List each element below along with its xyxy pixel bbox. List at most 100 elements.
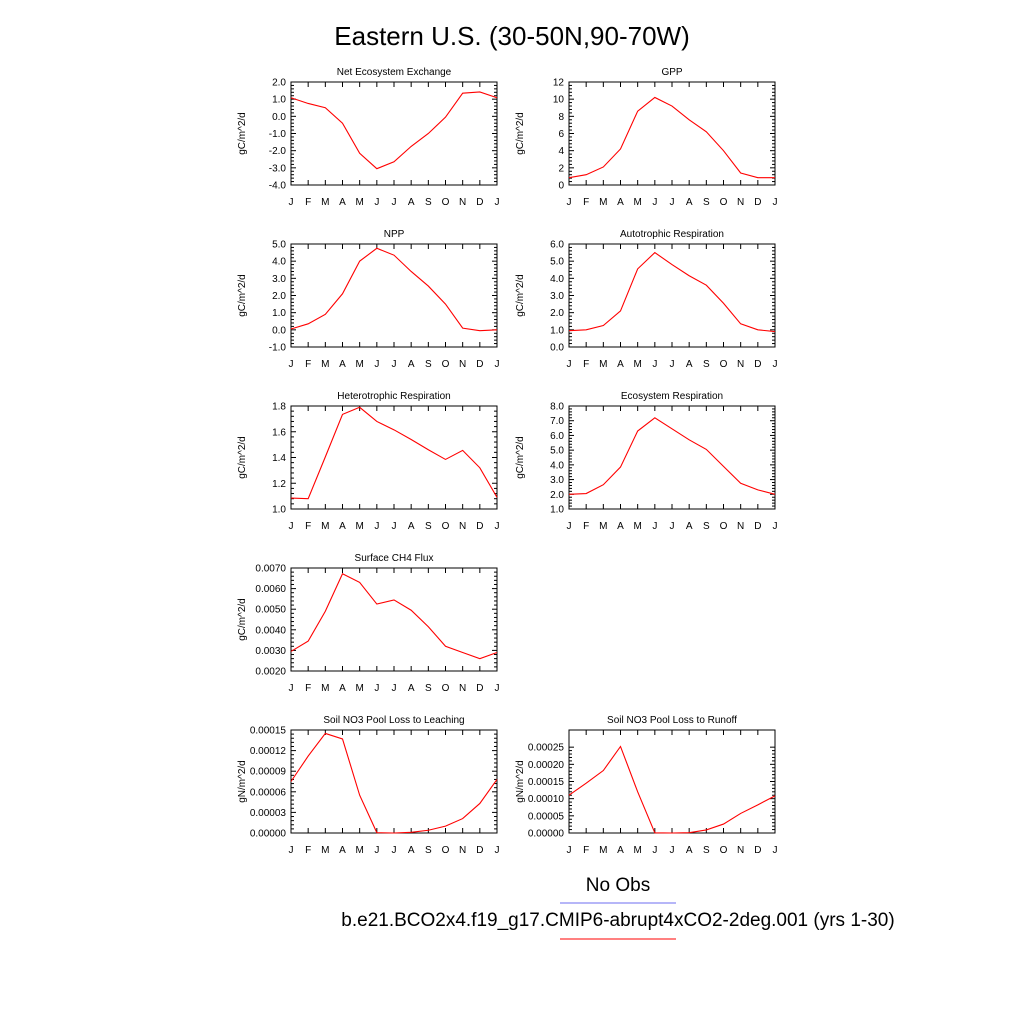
y-tick-label: 0.0: [272, 325, 286, 336]
series-line: [290, 732, 498, 834]
plot-frame: [568, 729, 776, 834]
y-tick-label: 0.00010: [528, 794, 565, 805]
y-tick-label: 1.2: [272, 479, 286, 490]
x-tick-label: J: [670, 359, 675, 370]
x-tick-label: N: [459, 845, 466, 856]
x-tick-label: O: [442, 683, 450, 694]
x-tick-label: F: [305, 197, 311, 208]
y-tick-label: 1.0: [550, 325, 564, 336]
y-tick-label: 4: [558, 146, 564, 157]
y-axis-label: gC/m^2/d: [237, 598, 248, 641]
x-tick-label: J: [567, 359, 572, 370]
x-tick-label: J: [495, 683, 500, 694]
y-tick-label: 0.00015: [528, 777, 565, 788]
series-line: [290, 573, 498, 660]
x-tick-label: A: [408, 683, 415, 694]
chart-panel: Surface CH4 Flux gC/m^2/d 0.0070 0.0060 0.00…: [237, 553, 500, 694]
panel-title: Heterotrophic Respiration: [337, 391, 450, 402]
series-line: [568, 745, 776, 834]
y-tick-label: 6.0: [550, 431, 564, 442]
x-tick-label: S: [703, 845, 710, 856]
x-tick-label: N: [459, 521, 466, 532]
x-tick-label: J: [652, 359, 657, 370]
x-tick-label: J: [289, 845, 294, 856]
y-tick-label: 0.00003: [250, 808, 287, 819]
panel-title: Soil NO3 Pool Loss to Runoff: [607, 715, 737, 726]
x-tick-label: S: [703, 521, 710, 532]
y-tick-label: 0.0040: [255, 625, 286, 636]
y-tick-label: 4.0: [550, 274, 564, 285]
y-axis-label: gC/m^2/d: [237, 112, 248, 155]
panel-title: NPP: [384, 229, 405, 240]
series-line: [568, 251, 776, 333]
x-tick-label: J: [374, 845, 379, 856]
y-tick-label: 0.00015: [250, 726, 287, 737]
x-tick-label: M: [633, 197, 641, 208]
y-tick-label: 0.0050: [255, 605, 286, 616]
x-tick-label: D: [476, 521, 483, 532]
x-tick-label: F: [583, 845, 589, 856]
y-tick-label: 4.0: [272, 257, 286, 268]
x-tick-label: D: [754, 845, 761, 856]
chart-panel: Heterotrophic Respiration gC/m^2/d 1.8 1.6 1…: [237, 391, 500, 532]
x-tick-label: D: [754, 197, 761, 208]
chart-panel: Soil NO3 Pool Loss to LeachinggN/m^2/d0.…: [237, 715, 500, 856]
x-tick-label: J: [495, 845, 500, 856]
x-tick-label: D: [476, 845, 483, 856]
panel-title: Autotrophic Respiration: [620, 229, 724, 240]
y-tick-label: 1.0: [272, 308, 286, 319]
x-tick-label: M: [355, 845, 363, 856]
x-tick-label: O: [720, 521, 728, 532]
x-tick-label: J: [652, 197, 657, 208]
x-tick-label: F: [305, 521, 311, 532]
y-axis-label: gC/m^2/d: [515, 112, 526, 155]
y-tick-label: -4.0: [269, 181, 287, 192]
y-tick-label: 0.0030: [255, 646, 286, 657]
x-tick-label: S: [425, 197, 432, 208]
x-tick-label: O: [720, 845, 728, 856]
plot-frame: [290, 567, 498, 672]
chart-panel: Ecosystem Respiration gC/m^2/d 8.0 7.0 6.0 5.…: [515, 391, 778, 532]
y-tick-label: 0.0: [272, 112, 286, 123]
legend-model-label: b.e21.BCO2x4.f19_g17.CMIP6-abrupt4xCO2-2…: [341, 910, 894, 931]
plot-frame: [290, 405, 498, 510]
x-tick-label: A: [686, 845, 693, 856]
panels: Net Ecosystem Exchange gC/m^2/d 2.0 1.0 0.0 -…: [237, 67, 778, 856]
x-tick-label: J: [652, 521, 657, 532]
panel-title: Soil NO3 Pool Loss to Leaching: [323, 715, 464, 726]
x-tick-label: D: [754, 521, 761, 532]
x-tick-label: N: [737, 521, 744, 532]
x-tick-label: A: [617, 521, 624, 532]
panel-title: GPP: [661, 67, 682, 78]
y-tick-label: 0.00012: [250, 746, 287, 757]
x-tick-label: D: [476, 359, 483, 370]
y-tick-label: 0.00020: [528, 760, 565, 771]
x-tick-label: N: [459, 359, 466, 370]
y-tick-label: 0.0020: [255, 667, 286, 678]
y-axis-label: gC/m^2/d: [237, 436, 248, 479]
x-tick-label: F: [305, 359, 311, 370]
x-tick-label: J: [374, 683, 379, 694]
x-tick-label: M: [321, 197, 329, 208]
x-tick-label: O: [720, 359, 728, 370]
x-tick-label: A: [408, 359, 415, 370]
x-tick-label: J: [392, 359, 397, 370]
x-tick-label: S: [425, 359, 432, 370]
y-tick-label: 0.0: [550, 343, 564, 354]
x-tick-label: N: [737, 845, 744, 856]
y-tick-label: 5.0: [550, 446, 564, 457]
chart-panel: Autotrophic Respiration gC/m^2/d 6.0 5.0 4.0…: [515, 229, 778, 370]
x-tick-label: A: [617, 197, 624, 208]
y-tick-label: 0.00000: [250, 829, 287, 840]
y-tick-label: -1.0: [269, 343, 287, 354]
x-tick-label: A: [408, 521, 415, 532]
x-tick-label: J: [773, 359, 778, 370]
x-tick-label: S: [425, 845, 432, 856]
panel-title: Surface CH4 Flux: [355, 553, 434, 564]
y-tick-label: 2.0: [550, 490, 564, 501]
y-tick-label: 1.0: [550, 505, 564, 516]
x-tick-label: O: [442, 845, 450, 856]
x-tick-label: S: [703, 197, 710, 208]
x-tick-label: J: [670, 197, 675, 208]
x-tick-label: J: [773, 845, 778, 856]
